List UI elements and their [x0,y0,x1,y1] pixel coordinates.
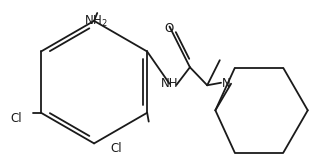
Text: O: O [165,22,174,35]
Text: N: N [222,77,230,90]
Text: Cl: Cl [11,112,22,125]
Text: NH: NH [161,77,178,90]
Text: Cl: Cl [110,142,122,155]
Text: NH$_2$: NH$_2$ [84,13,107,29]
